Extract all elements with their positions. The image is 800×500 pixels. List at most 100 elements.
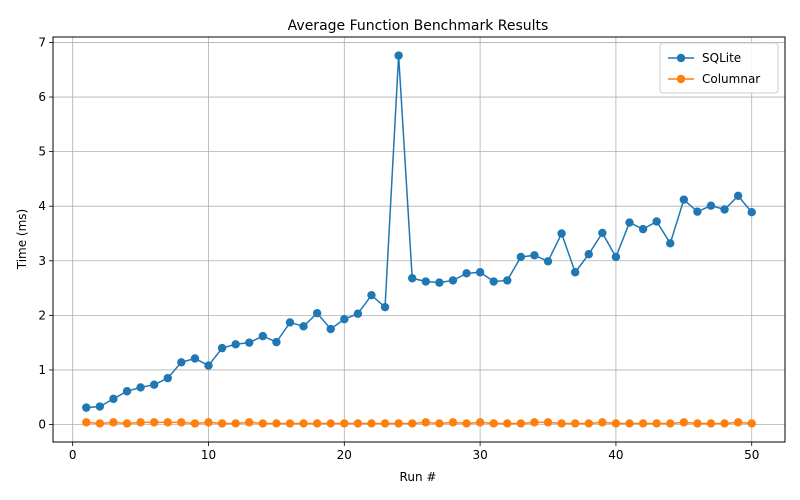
data-point xyxy=(204,361,213,370)
data-point xyxy=(109,394,118,404)
data-point xyxy=(380,419,390,428)
y-tick-label: 5 xyxy=(38,145,46,159)
y-tick-label: 7 xyxy=(38,35,46,49)
data-point xyxy=(122,387,132,396)
legend-label: SQLite xyxy=(702,51,741,65)
data-point xyxy=(190,354,200,363)
data-point xyxy=(638,224,648,234)
data-point xyxy=(299,419,308,428)
data-point xyxy=(149,418,159,427)
series-columnar xyxy=(82,418,756,428)
data-point xyxy=(516,252,526,262)
data-point xyxy=(353,419,363,428)
data-point xyxy=(570,268,580,277)
data-point xyxy=(503,419,512,428)
x-tick-label: 30 xyxy=(472,448,487,462)
y-tick-label: 0 xyxy=(38,418,46,432)
data-point xyxy=(720,419,729,428)
data-point xyxy=(462,269,471,278)
data-point xyxy=(82,403,91,412)
data-point xyxy=(448,418,458,427)
data-point xyxy=(245,338,254,347)
x-axis-ticks: 0 10 20 30 40 50 xyxy=(69,442,759,462)
data-point xyxy=(326,419,335,428)
data-point xyxy=(625,419,634,428)
data-point xyxy=(448,276,458,285)
data-point xyxy=(353,309,363,318)
data-point xyxy=(516,419,526,428)
data-point xyxy=(679,195,689,204)
data-point xyxy=(557,229,566,238)
data-point xyxy=(435,278,444,287)
data-point xyxy=(394,419,403,428)
data-point xyxy=(421,418,430,427)
data-point xyxy=(190,419,200,428)
data-point xyxy=(435,419,444,428)
data-point xyxy=(733,418,743,427)
x-tick-label: 10 xyxy=(201,448,216,462)
data-point xyxy=(272,337,281,347)
data-point xyxy=(163,373,172,383)
data-point xyxy=(652,419,661,428)
data-point xyxy=(666,239,675,248)
y-tick-label: 1 xyxy=(38,363,46,377)
data-point xyxy=(530,251,539,260)
data-point xyxy=(747,208,756,217)
data-point xyxy=(679,418,689,427)
data-point xyxy=(95,402,105,411)
x-tick-label: 40 xyxy=(608,448,623,462)
x-tick-label: 0 xyxy=(69,448,77,462)
data-point xyxy=(747,419,756,428)
series-sqlite xyxy=(82,51,756,412)
data-point xyxy=(652,217,661,226)
data-point xyxy=(340,314,349,324)
data-point xyxy=(149,380,159,389)
y-axis-label: Time (ms) xyxy=(15,209,29,271)
data-point xyxy=(231,340,240,349)
legend-marker xyxy=(676,74,686,84)
data-point xyxy=(489,419,498,428)
data-point xyxy=(706,419,716,428)
data-point xyxy=(231,419,240,428)
y-tick-label: 4 xyxy=(38,199,46,213)
legend-entry: SQLite xyxy=(668,51,741,65)
data-point xyxy=(598,418,607,427)
data-point xyxy=(421,277,430,286)
legend: SQLite Columnar xyxy=(659,42,779,94)
data-point xyxy=(340,419,349,428)
data-point xyxy=(109,418,118,427)
data-point xyxy=(693,207,702,216)
data-point xyxy=(258,331,268,341)
data-point xyxy=(584,419,593,428)
data-point xyxy=(666,419,675,428)
data-point xyxy=(326,324,335,334)
data-point xyxy=(584,250,593,259)
data-point xyxy=(489,277,498,286)
data-point xyxy=(625,218,634,227)
data-point xyxy=(598,228,607,238)
legend-entry: Columnar xyxy=(668,72,760,86)
data-point xyxy=(163,418,172,427)
data-point xyxy=(312,308,322,318)
data-point xyxy=(475,268,485,277)
y-tick-label: 2 xyxy=(38,308,46,322)
grid-lines xyxy=(53,37,785,442)
data-point xyxy=(380,302,390,312)
data-point xyxy=(720,205,729,214)
data-point xyxy=(285,419,295,428)
data-point xyxy=(258,419,268,428)
y-tick-label: 3 xyxy=(38,254,46,268)
legend-label: Columnar xyxy=(702,72,760,86)
data-point xyxy=(543,418,553,427)
data-point xyxy=(312,419,322,428)
data-point xyxy=(367,419,376,428)
data-point xyxy=(530,418,539,427)
data-point xyxy=(462,419,471,428)
data-point xyxy=(408,419,417,428)
data-point xyxy=(136,418,145,427)
y-axis-ticks: 0 1 2 3 4 5 6 7 xyxy=(38,35,53,432)
data-point xyxy=(475,418,485,427)
data-point xyxy=(394,51,403,60)
data-point xyxy=(611,252,621,262)
